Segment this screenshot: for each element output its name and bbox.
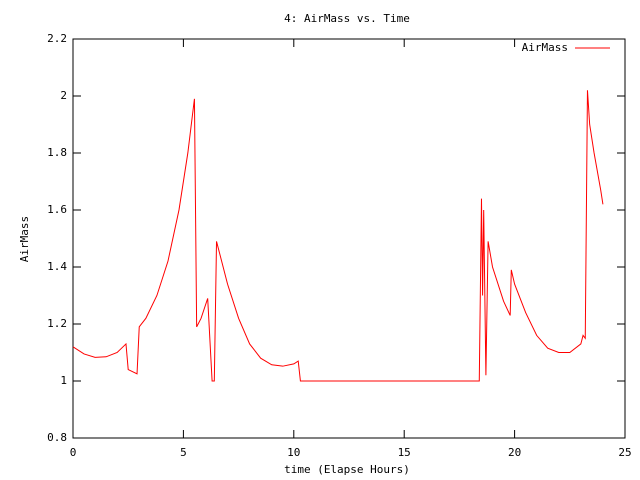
y-tick-label: 0.8 bbox=[47, 431, 67, 444]
y-tick-label: 2 bbox=[60, 89, 67, 102]
x-tick-label: 5 bbox=[180, 446, 187, 459]
y-axis-label: AirMass bbox=[18, 216, 31, 262]
y-tick-label: 2.2 bbox=[47, 32, 67, 45]
chart-title: 4: AirMass vs. Time bbox=[284, 12, 410, 25]
x-tick-label: 10 bbox=[287, 446, 300, 459]
x-tick-label: 25 bbox=[618, 446, 631, 459]
y-tick-label: 1.6 bbox=[47, 203, 67, 216]
x-axis-label: time (Elapse Hours) bbox=[284, 463, 410, 476]
y-tick-label: 1 bbox=[60, 374, 67, 387]
x-tick-label: 15 bbox=[398, 446, 411, 459]
x-tick-label: 20 bbox=[508, 446, 521, 459]
plot-border bbox=[72, 38, 626, 439]
y-tick-label: 1.2 bbox=[47, 317, 67, 330]
legend-label: AirMass bbox=[522, 41, 568, 54]
y-tick-label: 1.4 bbox=[47, 260, 67, 273]
y-tick-label: 1.8 bbox=[47, 146, 67, 159]
data-line bbox=[72, 90, 604, 382]
x-tick-label: 0 bbox=[70, 446, 77, 459]
